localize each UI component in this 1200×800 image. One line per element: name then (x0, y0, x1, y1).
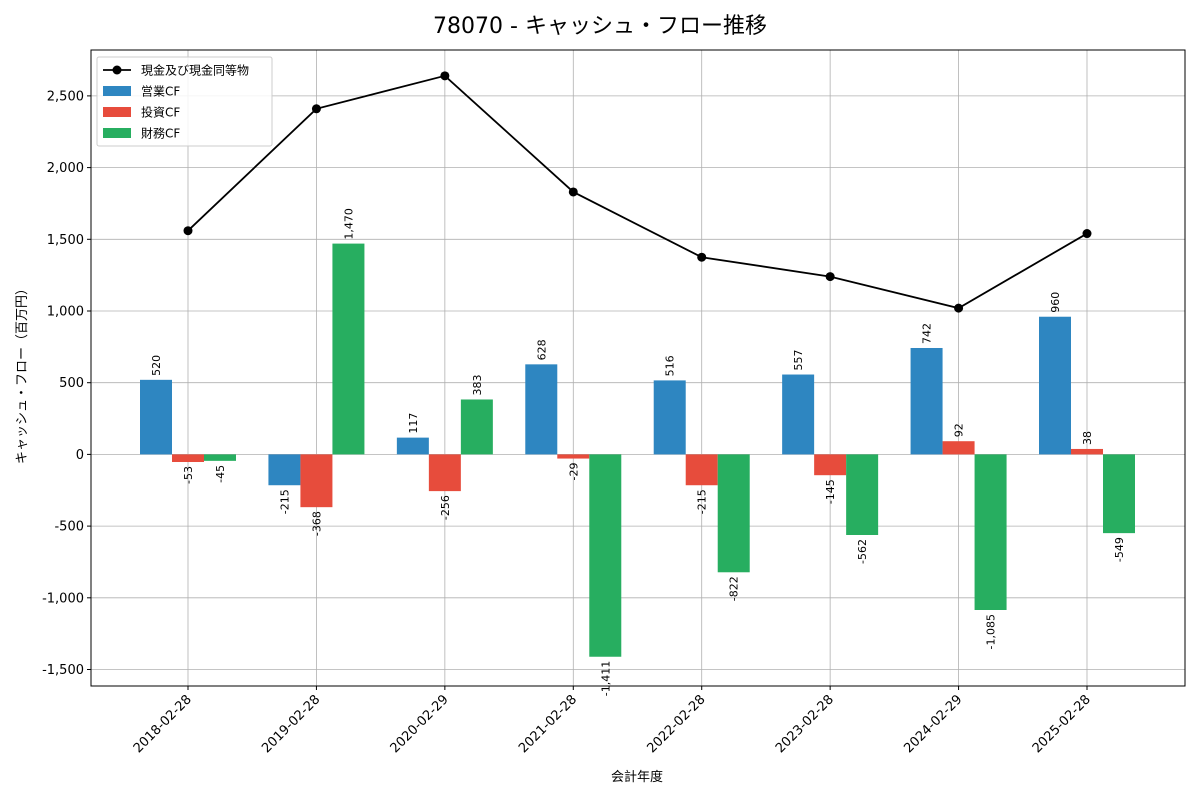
data-label: 520 (150, 355, 163, 376)
bar (589, 454, 622, 657)
data-label: 383 (471, 374, 484, 395)
legend-label: 営業CF (141, 85, 180, 99)
data-label: -29 (567, 463, 580, 481)
data-label: 38 (1081, 431, 1094, 445)
bar (332, 243, 365, 455)
bar (942, 441, 975, 455)
y-tick-label: -1,000 (42, 591, 84, 606)
y-tick-label: 500 (59, 376, 84, 391)
cash-point (954, 303, 964, 313)
bar (140, 379, 172, 455)
data-label: -1,085 (985, 614, 998, 649)
data-label: 92 (953, 423, 966, 437)
data-label: 1,470 (342, 208, 355, 240)
data-label: 516 (664, 355, 677, 376)
data-label: 117 (407, 413, 420, 434)
bar (717, 454, 750, 573)
legend-swatch (103, 86, 131, 96)
bar (1039, 316, 1071, 455)
y-tick-label: -1,500 (42, 663, 84, 678)
legend-box (96, 56, 273, 147)
bar (172, 454, 204, 463)
data-label: 960 (1049, 292, 1062, 313)
data-label: -822 (728, 576, 741, 601)
x-tick-label: 2025-02-28 (1030, 692, 1094, 756)
x-tick-label: 2018-02-28 (131, 692, 195, 756)
data-label: -45 (214, 465, 227, 483)
data-label: -215 (696, 489, 709, 514)
cash-point (1082, 229, 1092, 239)
cash-point (440, 71, 450, 81)
data-label: -1,411 (599, 661, 612, 696)
cash-point (825, 272, 835, 282)
bar (910, 347, 943, 455)
cash-point (568, 187, 578, 197)
cash-point (697, 252, 707, 262)
legend-label: 現金及び現金同等物 (141, 63, 249, 78)
x-tick-label: 2023-02-28 (773, 692, 837, 756)
cash-point (183, 226, 193, 236)
data-label: 557 (792, 350, 805, 371)
data-label: -562 (856, 539, 869, 564)
bar (300, 454, 333, 508)
bar (1103, 454, 1135, 534)
plot-frame (90, 49, 1186, 687)
bar (653, 380, 686, 455)
x-tick-label: 2019-02-28 (259, 692, 323, 756)
cash-point (311, 104, 321, 114)
x-tick-label: 2021-02-28 (516, 692, 580, 756)
data-label: -549 (1113, 537, 1126, 562)
data-label: -145 (824, 479, 837, 504)
bar (685, 454, 718, 486)
y-tick-label: 1,500 (47, 233, 84, 248)
data-label: 628 (535, 339, 548, 360)
grid-layer (91, 50, 1185, 686)
legend-label: 財務CF (141, 126, 180, 141)
data-label: -256 (439, 495, 452, 520)
y-tick-label: 0 (76, 448, 84, 463)
data-label: -53 (182, 466, 195, 484)
bar (396, 437, 429, 455)
bar (782, 374, 815, 455)
bar (428, 454, 461, 492)
y-tick-label: 2,500 (47, 89, 84, 104)
data-labels-layer: 520 -215 117 628 516 557 742 960 -53 -368 -256 -29 -… (150, 208, 1126, 696)
data-label: -215 (278, 489, 291, 514)
y-tick-label: -500 (54, 520, 84, 535)
legend-label: 投資CF (141, 105, 180, 120)
bar (268, 454, 301, 486)
x-tick-label: 2022-02-28 (645, 692, 709, 756)
x-axis-label: 会計年度 (611, 769, 663, 785)
data-label: -368 (310, 511, 323, 536)
legend-swatch (103, 128, 131, 138)
bar (974, 454, 1007, 610)
bar (525, 364, 558, 455)
bar (1071, 448, 1103, 455)
data-label: 742 (921, 323, 934, 344)
legend-swatch (103, 107, 131, 117)
bar (814, 454, 847, 476)
bar (204, 454, 236, 461)
legend-marker (112, 65, 122, 75)
chart-title: 78070 - キャッシュ・フロー推移 (433, 14, 767, 39)
bar (557, 454, 590, 459)
cash-line (187, 74, 1088, 310)
x-tick-label: 2024-02-29 (901, 692, 965, 756)
y-tick-label: 1,000 (47, 304, 84, 319)
x-tick-label: 2020-02-29 (388, 692, 452, 756)
y-tick-label: 2,000 (47, 161, 84, 176)
y-axis-label: キャッシュ・フロー（百万円） (15, 282, 30, 464)
bar (846, 454, 879, 535)
bar (460, 399, 493, 455)
line-layer (183, 71, 1092, 313)
bars-layer (140, 243, 1135, 657)
